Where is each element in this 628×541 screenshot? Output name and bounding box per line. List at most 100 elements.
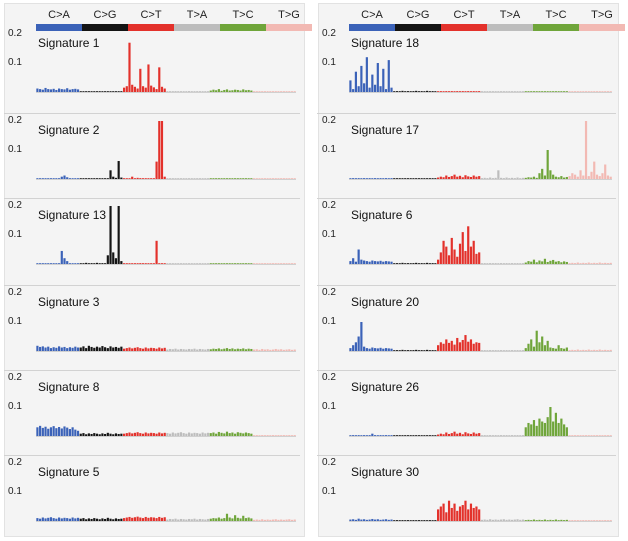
signature-bar	[584, 91, 588, 92]
signature-bar	[557, 345, 560, 351]
signature-bar	[387, 261, 390, 264]
signature-bar	[122, 348, 126, 351]
signature-bar	[193, 432, 196, 436]
signature-bar	[215, 348, 218, 351]
signature-bar	[409, 178, 412, 179]
signature-bar	[201, 519, 204, 521]
signature-bar	[223, 89, 226, 92]
signature-bar	[163, 176, 166, 179]
y-tick-label: 0.2	[8, 200, 22, 211]
signature-bar	[368, 261, 371, 264]
signature-bar	[415, 520, 418, 521]
signature-bar	[277, 263, 280, 264]
signature-bar	[360, 322, 363, 351]
signature-bar	[491, 519, 494, 521]
signature-bar	[532, 519, 536, 521]
signature-bar	[387, 435, 390, 436]
signature-bar	[169, 263, 172, 264]
signature-bar	[106, 91, 109, 92]
signature-bar	[204, 178, 207, 179]
signature-bar	[431, 263, 434, 264]
signature-bar	[166, 433, 169, 436]
signature-bar	[74, 263, 77, 264]
signature-bar	[604, 91, 607, 92]
signature-bar	[543, 345, 547, 351]
signature-bar	[36, 88, 39, 92]
signature-bar	[185, 263, 188, 264]
row-separator	[4, 370, 300, 371]
signature-bar	[120, 177, 123, 179]
signature-bar	[535, 177, 538, 179]
signature-bar	[242, 348, 245, 351]
signature-bar	[258, 349, 261, 351]
signature-bar	[174, 433, 177, 436]
signature-bar	[55, 428, 58, 436]
signature-bar	[527, 422, 530, 436]
signature-bar	[66, 427, 69, 436]
signature-bar	[508, 178, 511, 179]
signature-bar	[384, 348, 388, 351]
signature-bar	[182, 519, 185, 521]
signature-bar	[209, 90, 212, 92]
signature-bar	[527, 261, 530, 264]
signature-bar	[508, 435, 511, 436]
signature-bar	[587, 262, 590, 264]
signature-bar	[52, 178, 55, 179]
signature-bar	[185, 519, 188, 521]
signature-bar	[532, 176, 536, 179]
signature-bar	[352, 258, 355, 264]
signature-bar	[538, 260, 541, 264]
row-separator	[317, 113, 616, 114]
signature-bar	[469, 503, 473, 521]
signature-bar	[365, 261, 368, 264]
signature-bar	[475, 506, 478, 521]
signature-bar	[426, 435, 429, 436]
signature-bar	[352, 435, 355, 436]
signature-bar	[196, 178, 199, 179]
signature-bar	[491, 91, 494, 92]
mutation-class-label: C>G	[406, 9, 430, 21]
signature-bar	[160, 348, 164, 351]
signature-bar	[74, 518, 77, 521]
signature-bar	[538, 519, 541, 521]
signature-bar	[87, 178, 90, 179]
signature-bar	[163, 432, 166, 436]
signature-bar	[398, 263, 401, 264]
signature-bar	[201, 432, 204, 436]
signature-bar	[261, 178, 264, 179]
signature-bar	[497, 519, 500, 521]
signature-bar	[505, 91, 508, 92]
signature-bar	[357, 336, 360, 351]
mutation-class-color-bar	[579, 24, 625, 31]
signature-bar	[258, 435, 261, 436]
signature-bar	[563, 424, 566, 436]
signature-bar	[269, 91, 272, 92]
signature-bar	[293, 519, 296, 521]
signature-bar	[464, 91, 467, 92]
signature-bar	[521, 519, 525, 521]
signature-bar	[158, 432, 161, 436]
signature-bar	[160, 121, 164, 179]
signature-bar	[458, 506, 462, 521]
signature-bar	[532, 91, 536, 92]
signature-bar	[125, 263, 128, 264]
signature-bar	[519, 91, 522, 92]
signature-bar	[371, 178, 374, 179]
signature-bar	[363, 178, 366, 179]
mutation-class-color-bar	[266, 24, 312, 31]
signature-bar	[502, 263, 505, 264]
signature-bar	[573, 91, 577, 92]
signature-bar	[352, 89, 355, 92]
signature-bar	[79, 347, 82, 351]
signature-bar	[554, 348, 557, 351]
signature-bar	[368, 348, 371, 351]
mutation-class-label: T>A	[499, 9, 521, 21]
signature-bar	[571, 520, 574, 521]
signature-bar	[144, 516, 147, 521]
signature-bar	[206, 263, 210, 264]
signature-bar	[409, 350, 412, 351]
mutation-class-header: T>C	[220, 4, 266, 36]
signature-bar	[63, 258, 66, 264]
signature-bar	[166, 349, 169, 351]
signature-bar	[406, 178, 410, 179]
